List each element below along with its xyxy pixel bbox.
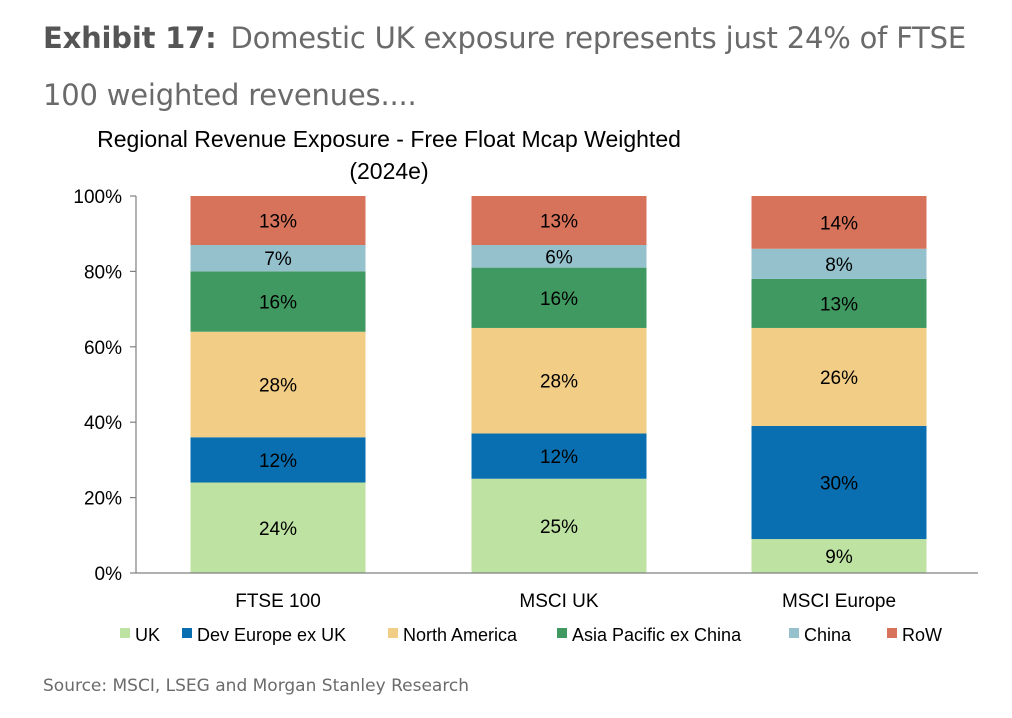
bar-segment-row [751, 196, 927, 249]
data-label: 7% [264, 249, 292, 270]
legend-swatch [887, 628, 897, 638]
legend-label: North America [403, 625, 518, 645]
bar-segment-uk [471, 478, 647, 573]
chart-title: Regional Revenue Exposure - Free Float M… [97, 126, 681, 152]
legend-label: UK [135, 625, 160, 645]
bar-segment-dev-europe-ex-uk [751, 425, 927, 540]
data-label: 26% [820, 368, 858, 389]
data-label: 16% [540, 289, 578, 310]
data-label: 9% [825, 547, 853, 568]
legend-label: China [804, 625, 852, 645]
bar-segment-china [751, 248, 927, 279]
x-tick-label: FTSE 100 [235, 591, 321, 612]
bar-segment-uk [190, 482, 366, 573]
legend-label: RoW [902, 625, 942, 645]
legend-swatch [789, 628, 799, 638]
stacked-bar-chart: Regional Revenue Exposure - Free Float M… [73, 126, 978, 645]
legend-swatch [182, 628, 192, 638]
data-label: 28% [259, 376, 297, 397]
source-note: Source: MSCI, LSEG and Morgan Stanley Re… [43, 676, 470, 696]
y-tick-label: 20% [84, 489, 122, 510]
bar-segment-asia-pacific-ex-china [471, 267, 647, 328]
data-label: 12% [259, 451, 297, 472]
data-label: 24% [259, 519, 297, 540]
exhibit-label: Exhibit 17: [43, 21, 217, 55]
bar-segment-asia-pacific-ex-china [190, 271, 366, 332]
data-label: 25% [540, 517, 578, 538]
data-label: 14% [820, 213, 858, 234]
y-tick-label: 60% [84, 338, 122, 359]
data-label: 12% [540, 447, 578, 468]
data-label: 13% [540, 212, 578, 233]
bar-segment-asia-pacific-ex-china [751, 278, 927, 328]
data-label: 30% [820, 474, 858, 495]
legend-label: Dev Europe ex UK [197, 625, 346, 645]
legend-swatch [388, 628, 398, 638]
bar-segment-dev-europe-ex-uk [190, 437, 366, 483]
legend-swatch [120, 628, 130, 638]
data-label: 13% [820, 294, 858, 315]
bar-segment-row [471, 196, 647, 246]
exhibit-heading: Exhibit 17: Domestic UK exposure represen… [43, 10, 1003, 124]
bar-segment-china [190, 245, 366, 272]
exhibit-title: Domestic UK exposure represents just 24%… [43, 21, 967, 112]
bar-segment-north-america [190, 331, 366, 438]
data-label: 16% [259, 293, 297, 314]
y-tick-label: 100% [73, 187, 122, 208]
data-label: 6% [545, 247, 573, 268]
bar-segment-north-america [471, 327, 647, 434]
data-label: 28% [540, 372, 578, 393]
y-tick-label: 80% [84, 262, 122, 283]
x-tick-label: MSCI UK [519, 591, 599, 612]
chart-subtitle: (2024e) [349, 158, 428, 184]
x-tick-label: MSCI Europe [782, 591, 896, 612]
data-label: 13% [259, 212, 297, 233]
data-label: 8% [825, 255, 853, 276]
y-tick-label: 40% [84, 413, 122, 434]
legend-label: Asia Pacific ex China [572, 625, 742, 645]
bar-segment-uk [751, 539, 927, 573]
bar-segment-china [471, 245, 647, 268]
y-tick-label: 0% [95, 564, 123, 585]
bar-segment-north-america [751, 327, 927, 426]
legend-swatch [557, 628, 567, 638]
bar-segment-row [190, 196, 366, 246]
bar-segment-dev-europe-ex-uk [471, 433, 647, 479]
